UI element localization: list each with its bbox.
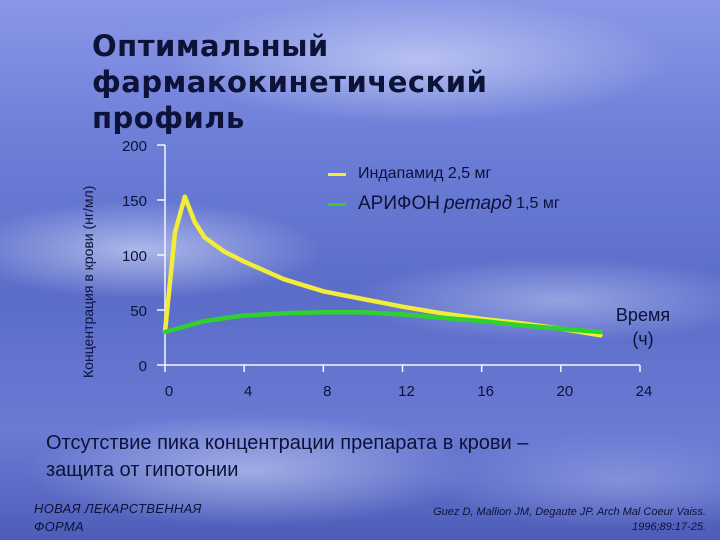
slide-title: Оптимальный фармакокинетический профиль (92, 28, 702, 136)
x-tick-label: 24 (636, 383, 653, 400)
legend-label-arifon-dose: 1,5 мг (516, 195, 560, 212)
legend-label-arifon-name: АРИФОН (358, 193, 440, 214)
y-tick-label: 0 (139, 358, 147, 375)
y-tick-label: 150 (122, 193, 147, 210)
x-axis-label-line-2: (ч) (632, 329, 654, 349)
title-line-1: Оптимальный фармакокинетический (92, 29, 488, 99)
legend-label-arifon-form: ретард (443, 193, 513, 214)
footer-right-line-1: Guez D, Mallion JM, Degaute JP. Arch Mal… (433, 506, 706, 518)
chart-series (162, 194, 603, 338)
legend-swatch-arifon (328, 202, 346, 206)
x-tick-label: 8 (323, 383, 331, 400)
y-tick-label: 50 (130, 303, 147, 320)
x-axis-label-line-1: Время (615, 305, 671, 325)
slide-subtitle: Отсутствие пика концентрации препарата в… (46, 430, 686, 484)
footer-citation: Guez D, Mallion JM, Degaute JP. Arch Mal… (360, 505, 706, 535)
legend-item-arifon: АРИФОН ретард 1,5 мг (328, 193, 560, 215)
legend-item-indapamide: Индапамид 2,5 мг (328, 165, 491, 183)
footer-right-line-2: 1996;89:17-25. (631, 521, 706, 533)
chart-axes: 0 50 100 150 200 0 4 8 12 16 20 24 (122, 138, 652, 400)
x-tick-label: 12 (398, 383, 415, 400)
footer-new-form: НОВАЯ ЛЕКАРСТВЕННАЯ ФОРМА (34, 500, 274, 536)
x-axis-label: Время (ч) (598, 303, 688, 351)
subtitle-line-2: защита от гипотонии (46, 459, 239, 481)
x-tick-label: 0 (165, 383, 173, 400)
footer-left-line-2: ФОРМА (34, 519, 84, 534)
x-tick-label: 16 (477, 383, 494, 400)
x-tick-label: 20 (556, 383, 573, 400)
legend-label-indapamide: Индапамид 2,5 мг (358, 165, 492, 182)
series-line-arifon (162, 309, 603, 335)
x-tick-label: 4 (244, 383, 252, 400)
legend-swatch-indapamide (328, 172, 346, 176)
subtitle-line-1: Отсутствие пика концентрации препарата в… (46, 432, 529, 454)
title-line-2: профиль (92, 101, 245, 135)
y-tick-label: 200 (122, 138, 147, 155)
footer-left-line-1: НОВАЯ ЛЕКАРСТВЕННАЯ (34, 501, 202, 516)
y-tick-label: 100 (122, 248, 147, 265)
